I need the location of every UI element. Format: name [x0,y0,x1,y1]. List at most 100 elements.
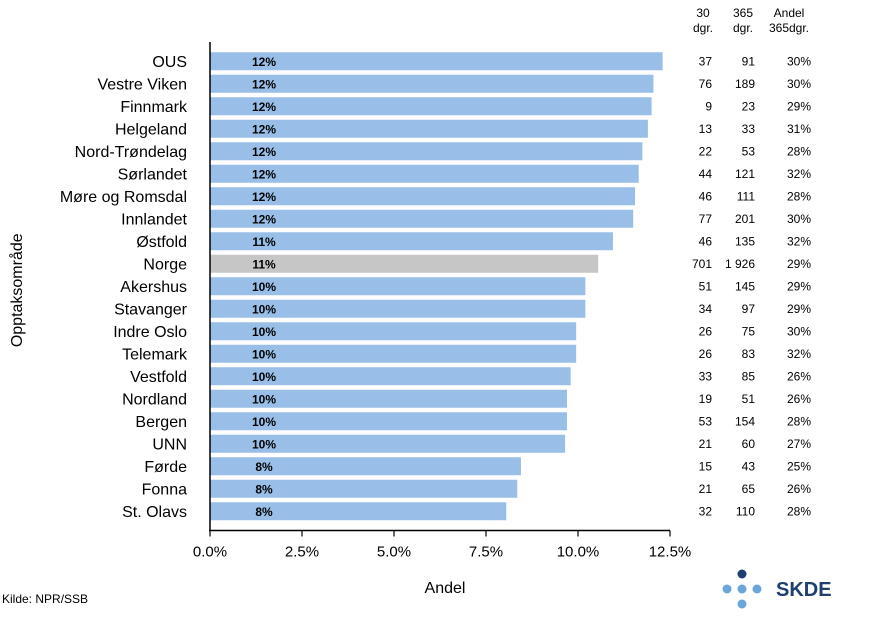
table-cell-andel: 26% [787,482,811,496]
category-label: Finnmark [120,99,188,116]
category-label: Innlandet [121,211,187,228]
table-cell-365dgr: 85 [742,369,756,383]
table-cell-andel: 29% [787,257,811,271]
bar-data-label: 12% [252,190,276,204]
table-cell-365dgr: 83 [742,347,756,361]
x-ticks: 0.0% 2.5% 5.0% 7.5% 10.0% 12.5% [193,530,692,561]
category-label: Nordland [122,391,187,408]
table-header: 365 [733,6,753,20]
table-cell-365dgr: 65 [742,482,756,496]
table-cell-30dgr: 53 [699,414,713,428]
table-cell-andel: 28% [787,144,811,158]
bar [210,367,571,386]
table-header: dgr. [733,21,753,35]
category-labels: OUS Vestre Viken Finnmark Helgeland Nord-Trø… [60,54,188,521]
x-tick-label: 10.0% [557,544,600,561]
table-header: 30 [696,6,710,20]
table-cell-30dgr: 32 [699,504,713,518]
bar-data-label: 12% [252,145,276,159]
table-cell-30dgr: 46 [699,189,713,203]
bar-data-label: 12% [252,55,276,69]
table-cell-30dgr: 44 [699,167,713,181]
bar-data-label: 12% [252,100,276,114]
axes [209,42,670,532]
bar-data-label: 10% [252,370,276,384]
table-cell-30dgr: 46 [699,234,713,248]
bar-data-label: 12% [252,77,276,91]
logo-text: SKDE [776,579,832,601]
bar [210,457,521,476]
table-cell-andel: 27% [787,437,811,451]
logo-dot [752,584,762,594]
bar [210,412,567,431]
x-tick-label: 12.5% [649,544,692,561]
table-cell-30dgr: 77 [699,212,713,226]
table-cell-30dgr: 13 [699,122,713,136]
bar-data-label: 11% [252,235,276,249]
bar-data-label: 8% [255,505,273,519]
table-cell-andel: 26% [787,369,811,383]
bar [210,164,639,183]
table-cell-30dgr: 37 [699,54,713,68]
table-cell-30dgr: 21 [699,437,713,451]
bar-data-label: 11% [252,257,276,271]
table-cell-365dgr: 43 [742,459,756,473]
table-cell-andel: 30% [787,54,811,68]
table-cell-30dgr: 26 [699,347,713,361]
table-cell-andel: 32% [787,347,811,361]
bar [210,344,577,363]
bar [210,322,577,341]
table-cell-30dgr: 701 [692,257,712,271]
category-label: Akershus [120,279,187,296]
table-cell-andel: 32% [787,234,811,248]
category-label: Møre og Romsdal [60,189,187,206]
category-label: Norge [143,256,187,273]
bar [210,254,599,273]
category-label: Indre Oslo [113,324,187,341]
table-cell-andel: 30% [787,212,811,226]
table-cell-365dgr: 145 [735,279,755,293]
bar [210,209,634,228]
table-cell-30dgr: 33 [699,369,713,383]
category-label: Fonna [142,481,187,498]
x-axis-title: Andel [425,580,466,597]
category-label: St. Olavs [122,504,187,521]
bar-data-label: 10% [252,302,276,316]
table-cell-365dgr: 23 [742,99,756,113]
table-cell-365dgr: 75 [742,324,756,338]
bar-data-label: 12% [252,122,276,136]
table-cell-365dgr: 121 [735,167,755,181]
table-cell-365dgr: 33 [742,122,756,136]
bar [210,479,518,498]
bar [210,232,613,251]
table-cell-andel: 29% [787,302,811,316]
bar [210,97,652,116]
table-cell-365dgr: 189 [735,77,755,91]
bar-data-label: 8% [255,482,273,496]
table-cell-30dgr: 9 [705,99,712,113]
bar-labels: 12% 12% 12% 12% 12% 12% 12% 12% 11% 11% 10% 10% 10% 1… [252,55,276,519]
table-cell-365dgr: 201 [735,212,755,226]
bar-data-label: 10% [252,347,276,361]
skde-logo: SKDE [722,569,832,609]
table-cell-30dgr: 76 [699,77,713,91]
table-cell-30dgr: 21 [699,482,713,496]
category-label: Helgeland [115,121,187,138]
table-cell-365dgr: 111 [737,189,756,203]
bar [210,119,648,138]
logo-dot [737,599,747,609]
table-cell-andel: 30% [787,77,811,91]
category-label: Bergen [135,414,187,431]
category-label: Stavanger [114,301,188,318]
table-cell-30dgr: 19 [699,392,713,406]
table-cell-andel: 31% [787,122,811,136]
source-note: Kilde: NPR/SSB [2,592,89,606]
bar-data-label: 10% [252,280,276,294]
bar [210,74,654,93]
bar-data-label: 10% [252,325,276,339]
y-axis-title: Opptaksområde [8,233,26,347]
category-label: Vestre Viken [97,76,187,93]
bar [210,142,643,161]
bar-data-label: 10% [252,415,276,429]
x-tick-label: 7.5% [469,544,503,561]
